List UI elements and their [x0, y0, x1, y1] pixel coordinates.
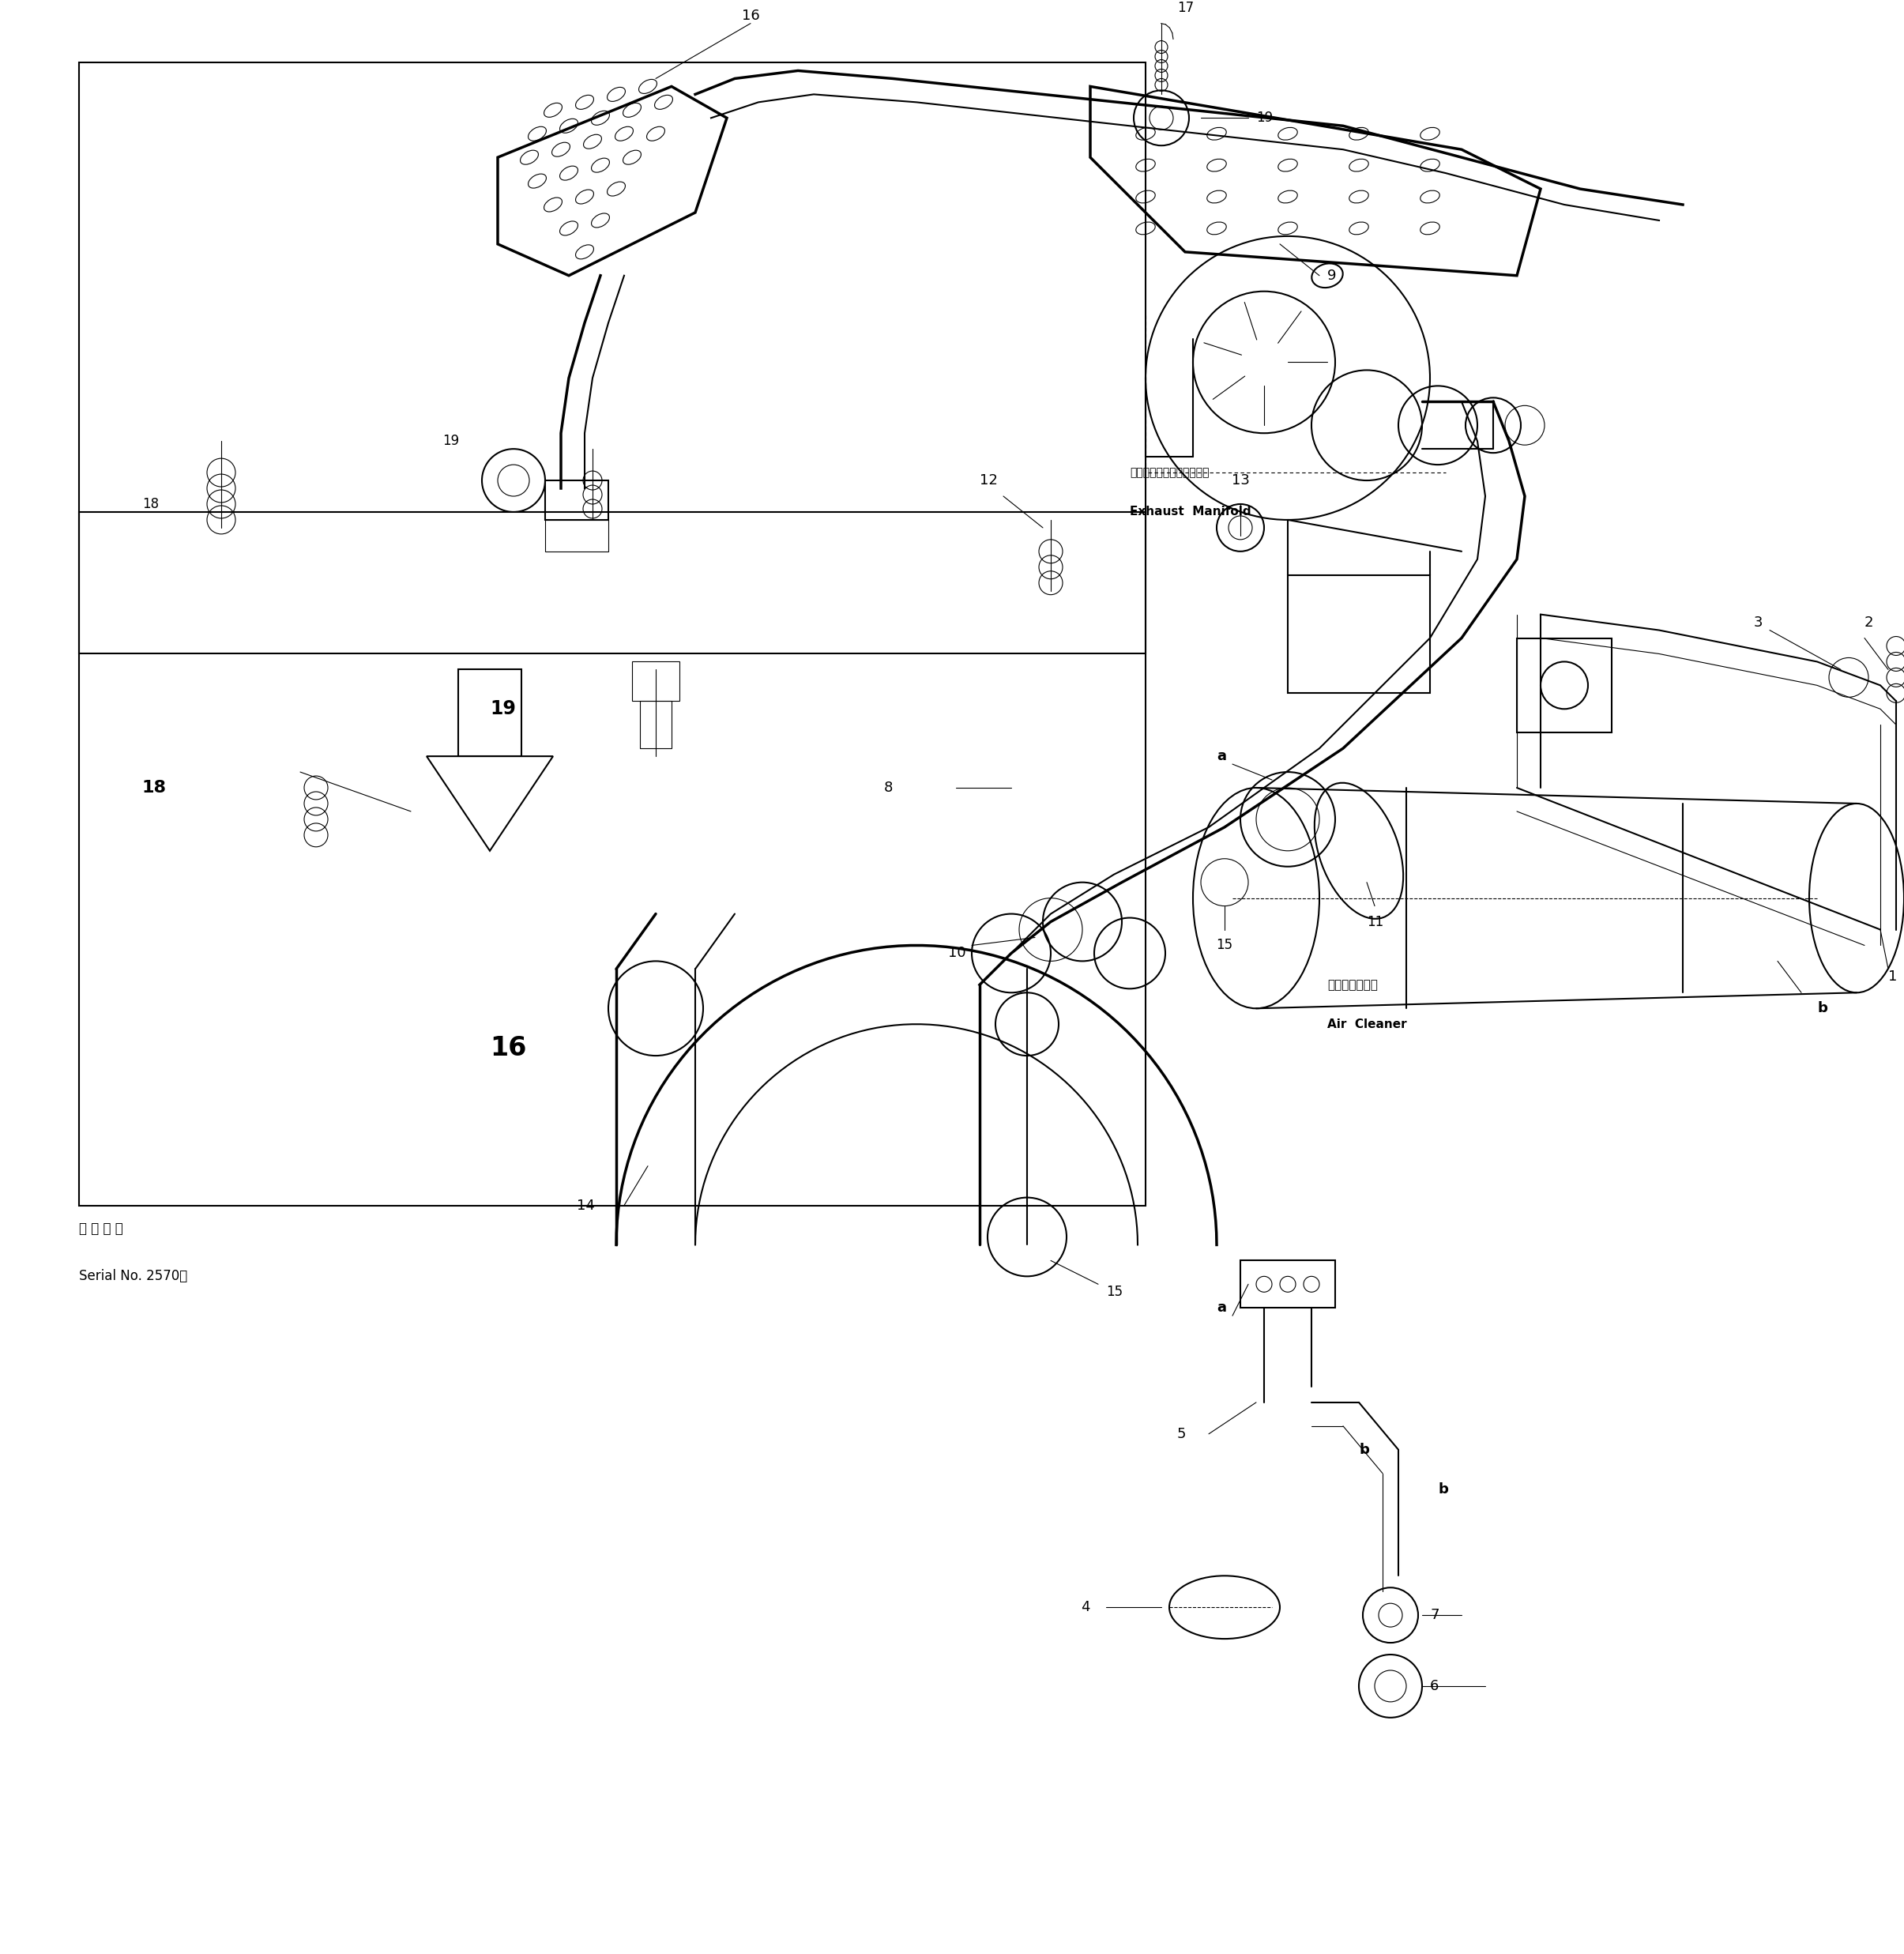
Text: 3: 3: [1754, 616, 1763, 629]
Text: Serial No. 2570～: Serial No. 2570～: [78, 1270, 187, 1284]
Bar: [78, 63, 1146, 655]
Text: 14: 14: [577, 1198, 594, 1213]
Text: Air  Cleaner: Air Cleaner: [1327, 1018, 1407, 1030]
Bar: [545, 481, 609, 520]
Text: Exhaust  Manifold: Exhaust Manifold: [1129, 506, 1251, 518]
Text: 17: 17: [1177, 0, 1194, 16]
Text: 11: 11: [1367, 914, 1384, 928]
Bar: [545, 520, 609, 551]
Text: a: a: [1217, 748, 1226, 764]
Text: a: a: [1217, 1301, 1226, 1315]
Text: 5: 5: [1177, 1426, 1186, 1440]
Bar: [78, 512, 1146, 1206]
Text: エアークリーナ: エアークリーナ: [1327, 979, 1378, 991]
Text: 19: 19: [489, 700, 516, 719]
Text: 13: 13: [1232, 473, 1249, 488]
Text: 7: 7: [1430, 1608, 1439, 1622]
Text: 19: 19: [1257, 111, 1274, 125]
Text: b: b: [1438, 1481, 1449, 1497]
Text: 12: 12: [981, 473, 998, 488]
Bar: [640, 701, 672, 748]
Text: 15: 15: [1217, 938, 1234, 952]
Text: 18: 18: [143, 780, 168, 795]
Text: 16: 16: [489, 1036, 527, 1061]
Bar: [459, 670, 522, 756]
Text: エキゾーストマニホールド: エキゾーストマニホールド: [1129, 467, 1209, 479]
Text: 6: 6: [1430, 1678, 1439, 1694]
Bar: [1240, 1260, 1335, 1307]
Polygon shape: [497, 86, 727, 276]
Bar: [632, 662, 680, 701]
Text: 10: 10: [948, 946, 965, 959]
Text: b: b: [1816, 1000, 1828, 1016]
Text: 2: 2: [1864, 616, 1874, 629]
Text: 9: 9: [1327, 268, 1337, 283]
Text: 適 用 号 機: 適 用 号 機: [78, 1221, 124, 1237]
Text: 8: 8: [883, 782, 893, 795]
Text: 4: 4: [1081, 1600, 1091, 1614]
Bar: [1287, 574, 1430, 694]
Text: b: b: [1359, 1442, 1369, 1458]
Text: 18: 18: [143, 496, 158, 512]
Polygon shape: [1091, 86, 1540, 276]
Text: 19: 19: [442, 434, 459, 447]
Text: 15: 15: [1106, 1286, 1123, 1299]
Text: 1: 1: [1889, 969, 1896, 985]
Polygon shape: [426, 756, 552, 850]
Text: 16: 16: [741, 8, 760, 23]
Bar: [1517, 639, 1611, 733]
